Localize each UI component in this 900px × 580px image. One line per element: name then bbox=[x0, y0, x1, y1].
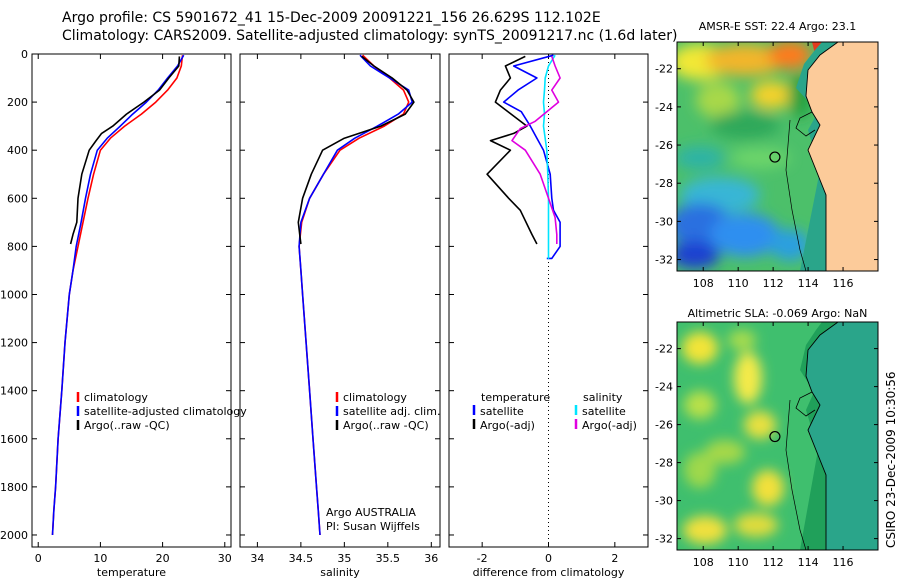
legend-header: salinity bbox=[583, 391, 623, 404]
x-tick-label: 114 bbox=[798, 277, 819, 290]
y-tick-label: -28 bbox=[655, 457, 673, 470]
legend: temperature salinitysatelliteArgo(-adj)sa… bbox=[472, 391, 637, 432]
y-tick-label: 1600 bbox=[0, 433, 28, 446]
series-line-4 bbox=[511, 56, 561, 244]
x-tick-label: 112 bbox=[763, 277, 784, 290]
y-tick-label: 1000 bbox=[0, 288, 28, 301]
y-tick-label: 1400 bbox=[0, 385, 28, 398]
y-tick-label: -32 bbox=[655, 254, 673, 267]
y-tick-label: 600 bbox=[7, 192, 28, 205]
figure-title-line2: Climatology: CARS2009. Satellite-adjuste… bbox=[62, 28, 678, 44]
x-tick-label: 10 bbox=[93, 552, 107, 565]
x-tick-label: 0 bbox=[35, 552, 42, 565]
plot-frame bbox=[448, 53, 649, 548]
credit-text: PI: Susan Wijffels bbox=[326, 520, 420, 533]
x-tick-label: 112 bbox=[763, 556, 784, 569]
map-title: Altimetric SLA: -0.069 Argo: NaN bbox=[688, 307, 868, 320]
sst-field bbox=[677, 42, 878, 271]
legend-label: satellite adj. clim. bbox=[343, 405, 440, 418]
map-axes-2: Altimetric SLA: -0.069 Argo: NaN 108 110 11… bbox=[655, 307, 878, 569]
y-tick-label: -24 bbox=[655, 101, 673, 114]
y-tick-label: 1800 bbox=[0, 481, 28, 494]
x-axis-label: difference from climatology bbox=[473, 566, 625, 579]
x-tick-label: 36 bbox=[424, 552, 438, 565]
map-title: AMSR-E SST: 22.4 Argo: 23.1 bbox=[699, 20, 857, 33]
sst-map bbox=[676, 41, 879, 272]
legend-label: satellite bbox=[480, 405, 524, 418]
series-line-3 bbox=[542, 54, 556, 260]
series-line-1 bbox=[51, 55, 184, 536]
sla-field bbox=[677, 322, 878, 550]
legend-label: satellite-adjusted climatology bbox=[84, 405, 247, 418]
y-tick-label: -26 bbox=[655, 419, 673, 432]
series-line-2 bbox=[486, 55, 538, 245]
figure-title-line1: Argo profile: CS 5901672_41 15-Dec-2009 … bbox=[62, 10, 601, 26]
x-tick-label: 116 bbox=[833, 277, 854, 290]
x-tick-label: 34.5 bbox=[289, 552, 314, 565]
y-tick-label: -30 bbox=[655, 215, 673, 228]
y-tick-label: 800 bbox=[7, 240, 28, 253]
x-tick-label: 2 bbox=[611, 552, 618, 565]
x-axis-label: temperature bbox=[97, 566, 166, 579]
x-tick-label: 108 bbox=[693, 277, 714, 290]
x-tick-label: 35 bbox=[337, 552, 351, 565]
profile-panel-2: 34 34.5 35 35.5 36 salinity climatologysatelli… bbox=[239, 53, 441, 579]
credit-text: Argo AUSTRALIA bbox=[326, 506, 416, 519]
x-tick-label: 110 bbox=[728, 556, 749, 569]
y-tick-label: 2000 bbox=[0, 529, 28, 542]
y-tick-label: 1200 bbox=[0, 337, 28, 350]
y-tick-label: 0 bbox=[21, 48, 28, 61]
y-tick-label: 400 bbox=[7, 144, 28, 157]
plot-frame bbox=[239, 53, 441, 548]
y-tick-label: -30 bbox=[655, 495, 673, 508]
legend-label: climatology bbox=[343, 391, 407, 404]
argo-location-marker bbox=[769, 151, 781, 163]
series-line-2 bbox=[298, 54, 414, 536]
y-tick-label: -22 bbox=[655, 63, 673, 76]
x-axis-label: salinity bbox=[320, 566, 360, 579]
legend-label: Argo(-adj) bbox=[480, 419, 535, 432]
x-tick-label: 108 bbox=[693, 556, 714, 569]
argo-location-marker bbox=[769, 430, 781, 443]
y-tick-label: -22 bbox=[655, 343, 673, 356]
x-tick-label: 35.5 bbox=[376, 552, 401, 565]
x-tick-label: 116 bbox=[833, 556, 854, 569]
y-tick-label: -28 bbox=[655, 177, 673, 190]
x-tick-label: 30 bbox=[218, 552, 232, 565]
plot-frame bbox=[31, 53, 232, 548]
x-tick-label: 110 bbox=[728, 277, 749, 290]
y-tick-label: 200 bbox=[7, 96, 28, 109]
x-tick-label: -2 bbox=[477, 552, 488, 565]
legend-label: climatology bbox=[84, 391, 148, 404]
y-tick-label: -24 bbox=[655, 381, 673, 394]
series-line-3 bbox=[297, 55, 415, 245]
map-axes-1: AMSR-E SST: 22.4 Argo: 23.1 108 110 112 114 1… bbox=[655, 20, 878, 290]
series-line-1 bbox=[502, 54, 561, 260]
y-tick-label: -32 bbox=[655, 533, 673, 546]
legend-label: satellite bbox=[582, 405, 626, 418]
series-line-2 bbox=[51, 54, 185, 536]
legend-label: Argo(..raw -QC) bbox=[84, 419, 170, 432]
legend-label: Argo(..raw -QC) bbox=[343, 419, 429, 432]
profile-panel-1: 0 200 400 600 800 1000 1200 1400 1600 1800 2000 0 10… bbox=[0, 48, 247, 579]
y-tick-label: -26 bbox=[655, 139, 673, 152]
legend-header: temperature bbox=[481, 391, 550, 404]
x-tick-label: 34 bbox=[250, 552, 264, 565]
sla-map bbox=[676, 321, 879, 551]
x-tick-label: 20 bbox=[156, 552, 170, 565]
legend-label: Argo(-adj) bbox=[582, 419, 637, 432]
x-tick-label: 0 bbox=[545, 552, 552, 565]
x-tick-label: 114 bbox=[798, 556, 819, 569]
series-line-3 bbox=[69, 56, 181, 245]
